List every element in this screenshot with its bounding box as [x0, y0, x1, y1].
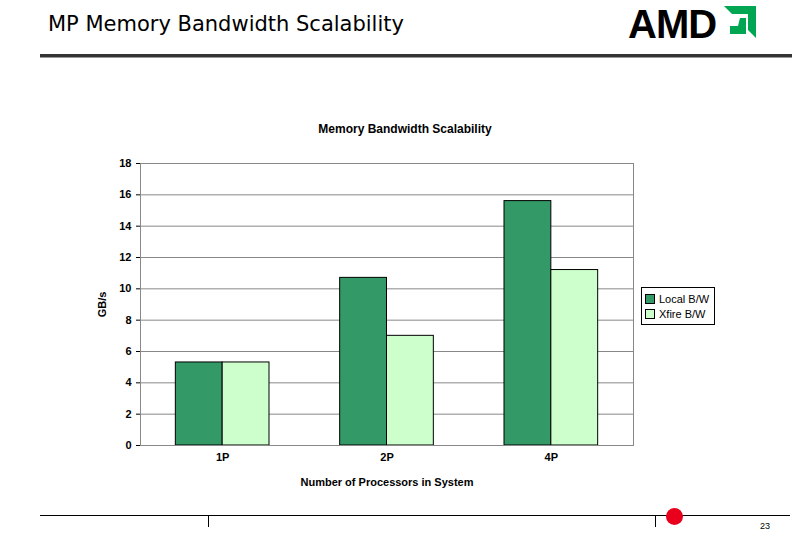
html-text:MP Memory Bandwidth Scalabilit: MP Memory Bandwidth Scalability: [48, 12, 404, 36]
svg-text:18: 18: [119, 157, 131, 169]
svg-text:14: 14: [119, 220, 132, 232]
svg-text:4: 4: [125, 376, 132, 388]
svg-text:10: 10: [119, 282, 131, 294]
svg-text:16: 16: [119, 188, 131, 200]
html-text:Memory Bandwidth Scalability: Memory Bandwidth Scalability: [318, 122, 492, 136]
svg-text:GB/s: GB/s: [96, 292, 108, 318]
svg-text:4P: 4P: [545, 451, 558, 463]
html-text:Xfire B/W: Xfire B/W: [659, 307, 706, 320]
html-text:Local B/W: Local B/W: [659, 292, 710, 305]
html-text:23: 23: [760, 521, 770, 531]
svg-text:2P: 2P: [380, 451, 393, 463]
svg-text:0: 0: [125, 439, 131, 451]
html-text:AMD: AMD: [628, 2, 717, 46]
svg-text:1P: 1P: [216, 451, 229, 463]
svg-text:2: 2: [125, 408, 131, 420]
svg-text:8: 8: [125, 314, 131, 326]
svg-text:12: 12: [119, 251, 131, 263]
svg-text:Number of Processors in System: Number of Processors in System: [300, 476, 473, 488]
svg-text:6: 6: [125, 345, 131, 357]
